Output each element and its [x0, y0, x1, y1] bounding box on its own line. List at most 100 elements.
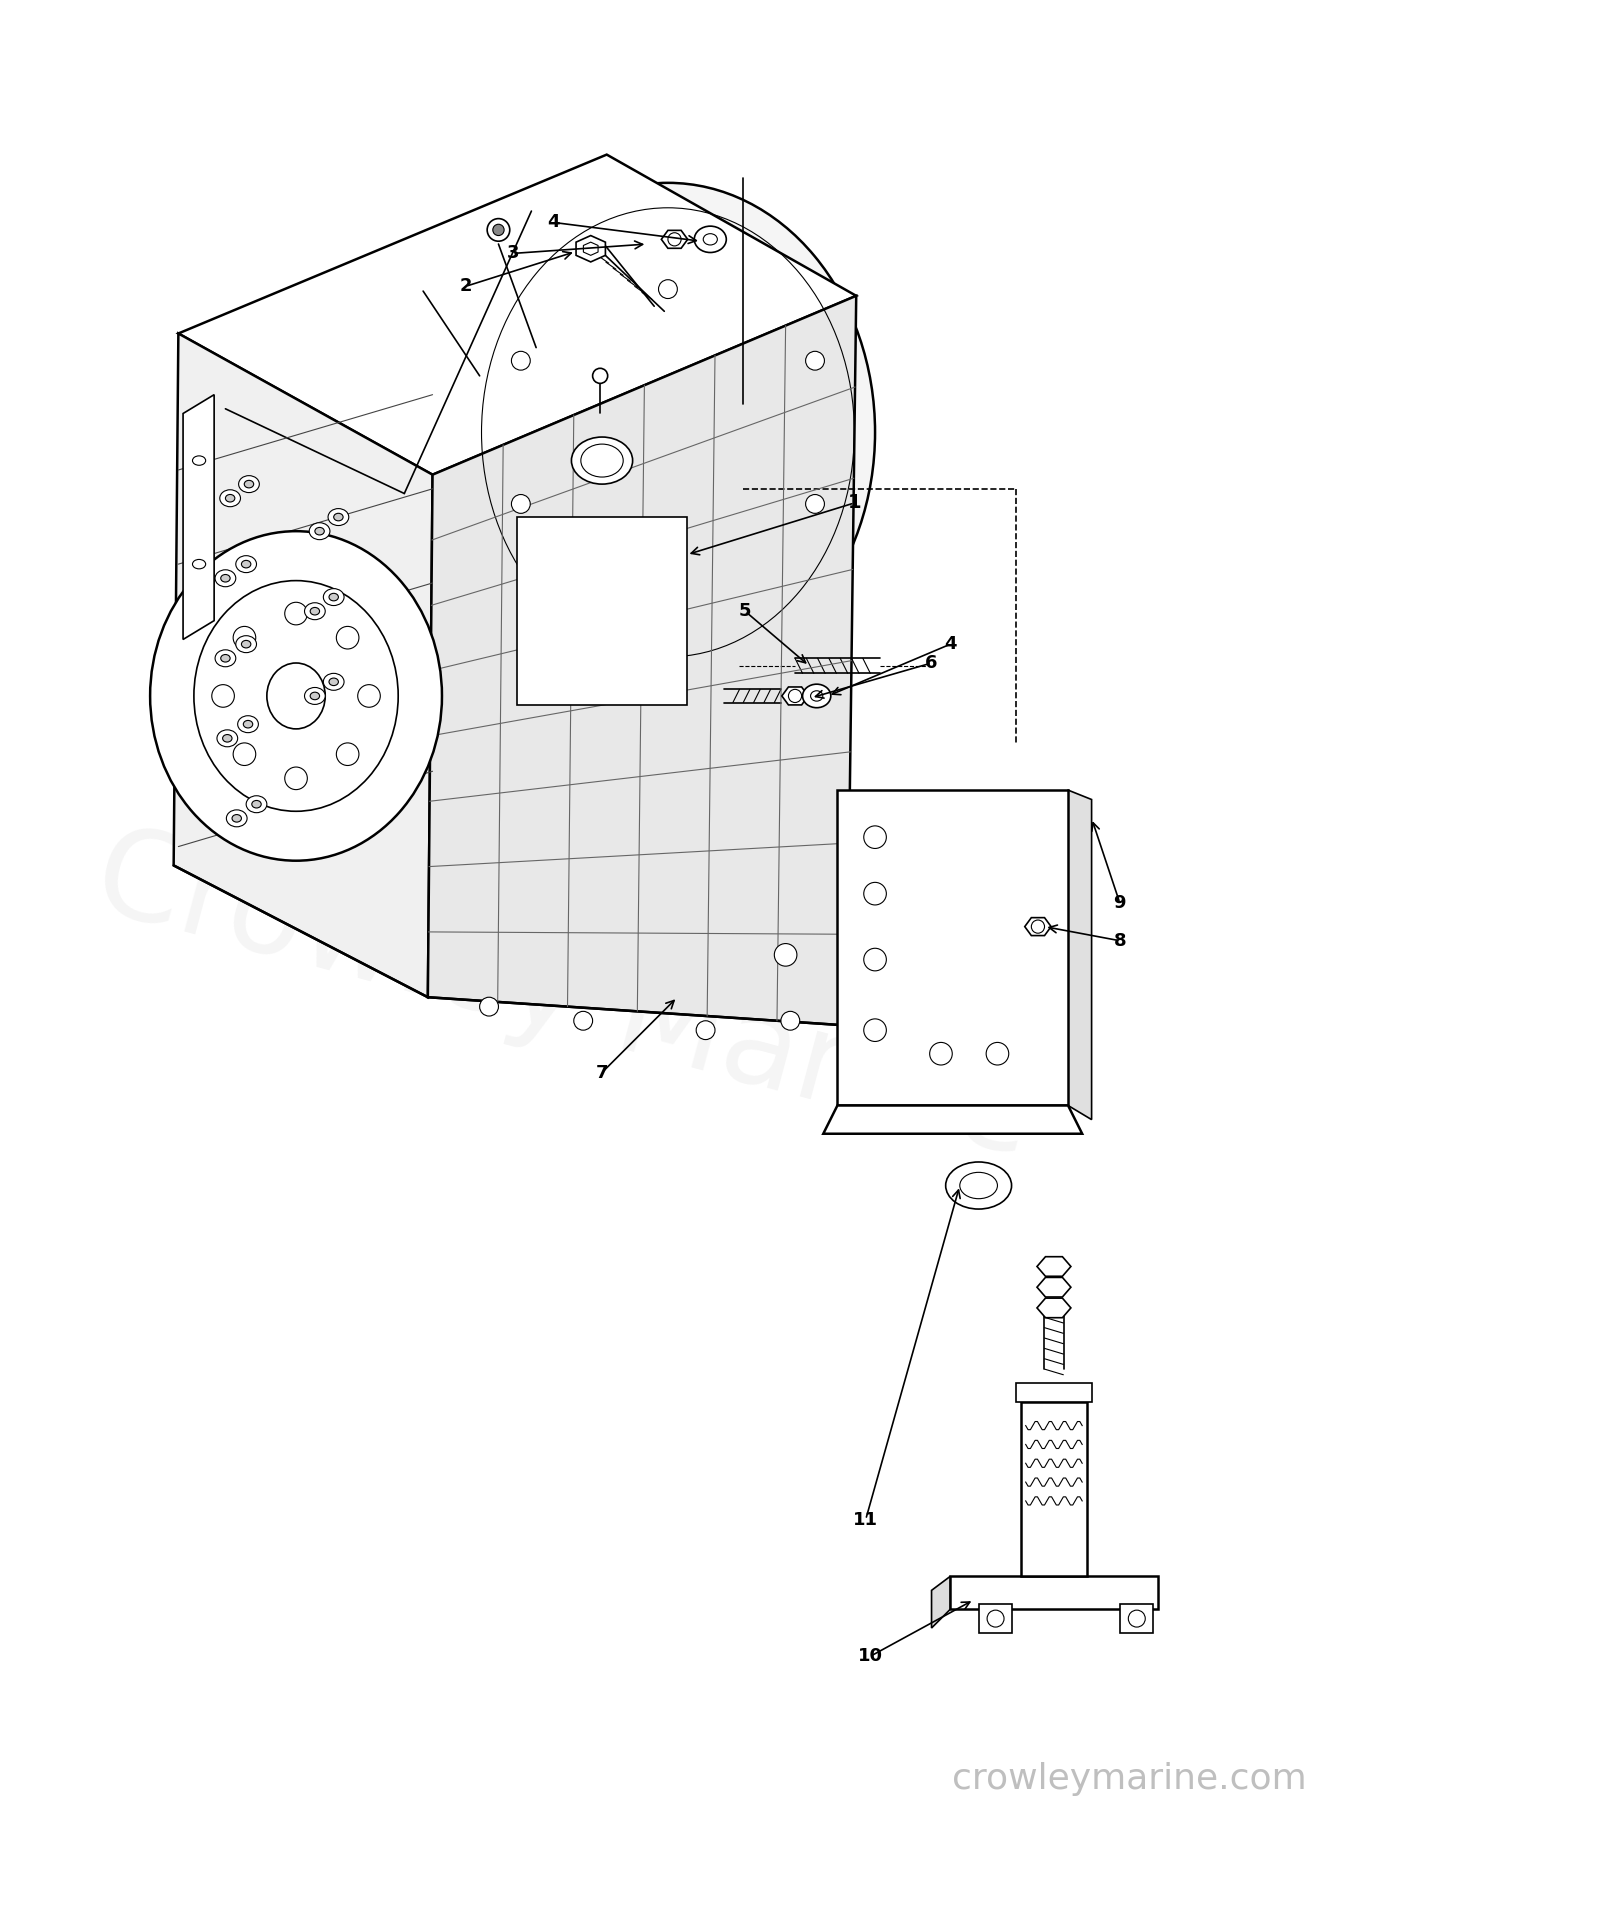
Ellipse shape — [218, 730, 238, 747]
Ellipse shape — [242, 560, 251, 568]
Ellipse shape — [226, 495, 235, 503]
Polygon shape — [182, 394, 214, 640]
Ellipse shape — [232, 815, 242, 823]
Circle shape — [512, 495, 530, 512]
Circle shape — [864, 882, 886, 905]
Ellipse shape — [803, 684, 830, 709]
Polygon shape — [1021, 1402, 1086, 1575]
Polygon shape — [1037, 1297, 1070, 1318]
Ellipse shape — [221, 655, 230, 663]
Ellipse shape — [251, 800, 261, 808]
Polygon shape — [661, 231, 688, 248]
Ellipse shape — [323, 672, 344, 690]
Ellipse shape — [235, 556, 256, 573]
Ellipse shape — [334, 512, 342, 520]
Polygon shape — [837, 791, 1069, 1105]
Ellipse shape — [242, 640, 251, 648]
Text: 6: 6 — [925, 653, 938, 672]
Circle shape — [987, 1610, 1005, 1627]
Polygon shape — [782, 688, 808, 705]
Ellipse shape — [315, 528, 325, 535]
Ellipse shape — [304, 688, 325, 705]
Polygon shape — [427, 295, 856, 1025]
Ellipse shape — [235, 636, 256, 653]
Circle shape — [864, 1019, 886, 1042]
Polygon shape — [178, 154, 856, 474]
Ellipse shape — [571, 436, 632, 484]
Ellipse shape — [811, 692, 822, 701]
Circle shape — [336, 743, 358, 766]
Ellipse shape — [214, 650, 235, 667]
Circle shape — [234, 743, 256, 766]
Ellipse shape — [192, 455, 206, 465]
Ellipse shape — [330, 592, 339, 600]
Circle shape — [493, 225, 504, 236]
Polygon shape — [517, 516, 686, 705]
Polygon shape — [979, 1604, 1011, 1633]
Circle shape — [486, 219, 510, 242]
Ellipse shape — [238, 716, 258, 733]
Ellipse shape — [310, 692, 320, 699]
Circle shape — [574, 1012, 592, 1031]
Text: 3: 3 — [506, 244, 518, 263]
Polygon shape — [1120, 1604, 1152, 1633]
Text: 11: 11 — [853, 1511, 878, 1528]
Circle shape — [358, 684, 381, 707]
Ellipse shape — [219, 490, 240, 507]
Ellipse shape — [192, 560, 206, 570]
Text: 1: 1 — [848, 493, 861, 512]
Circle shape — [480, 996, 499, 1015]
Ellipse shape — [960, 1172, 997, 1198]
Circle shape — [806, 351, 824, 370]
Circle shape — [211, 684, 234, 707]
Text: 2: 2 — [459, 278, 472, 295]
Circle shape — [285, 602, 307, 625]
Text: crowleymarine.com: crowleymarine.com — [952, 1762, 1307, 1796]
Text: 4: 4 — [944, 634, 957, 653]
Text: 4: 4 — [547, 213, 560, 231]
Circle shape — [234, 627, 256, 650]
Circle shape — [285, 768, 307, 791]
Circle shape — [696, 1021, 715, 1040]
Ellipse shape — [221, 575, 230, 583]
Polygon shape — [1069, 791, 1091, 1120]
Text: 5: 5 — [739, 602, 752, 621]
Polygon shape — [1037, 1278, 1070, 1297]
Circle shape — [659, 280, 677, 299]
Polygon shape — [1037, 1257, 1070, 1276]
Text: 8: 8 — [1114, 932, 1126, 951]
Ellipse shape — [946, 1162, 1011, 1210]
Ellipse shape — [323, 589, 344, 606]
Circle shape — [1128, 1610, 1146, 1627]
Circle shape — [336, 627, 358, 650]
Circle shape — [864, 827, 886, 848]
Ellipse shape — [328, 509, 349, 526]
Text: 7: 7 — [595, 1063, 608, 1082]
Ellipse shape — [150, 531, 442, 861]
Polygon shape — [931, 1575, 950, 1629]
Circle shape — [659, 566, 677, 585]
Ellipse shape — [222, 735, 232, 743]
Polygon shape — [824, 1105, 1082, 1133]
Polygon shape — [1016, 1383, 1091, 1402]
Circle shape — [774, 943, 797, 966]
Ellipse shape — [243, 720, 253, 728]
Ellipse shape — [226, 810, 246, 827]
Circle shape — [930, 1042, 952, 1065]
Ellipse shape — [310, 608, 320, 615]
Circle shape — [781, 1012, 800, 1031]
Text: 9: 9 — [1114, 893, 1126, 912]
Ellipse shape — [461, 183, 875, 682]
Text: 10: 10 — [858, 1648, 883, 1665]
Polygon shape — [576, 236, 605, 261]
Ellipse shape — [309, 522, 330, 539]
Circle shape — [789, 690, 802, 703]
Circle shape — [592, 368, 608, 383]
Ellipse shape — [267, 663, 325, 730]
Circle shape — [806, 495, 824, 512]
Ellipse shape — [246, 796, 267, 813]
Ellipse shape — [238, 476, 259, 493]
Circle shape — [864, 949, 886, 972]
Circle shape — [512, 351, 530, 370]
Ellipse shape — [704, 234, 717, 246]
